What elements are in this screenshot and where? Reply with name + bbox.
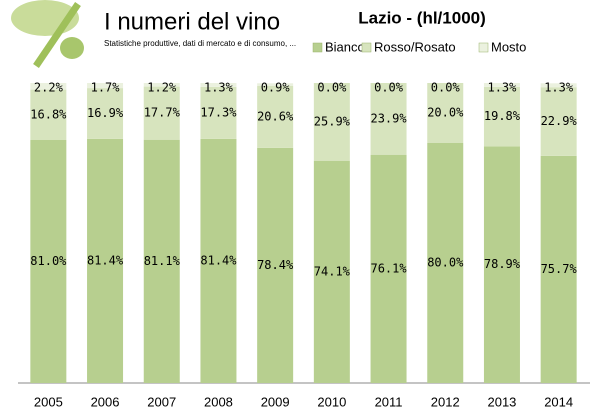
chart-title: Lazio - (hl/1000) — [358, 8, 486, 27]
bar-segment — [87, 83, 124, 89]
legend-swatch — [478, 42, 489, 53]
data-label: 1.2% — [147, 81, 177, 95]
bar-segment — [87, 138, 124, 383]
legend-swatch — [361, 42, 372, 53]
bar-segment — [540, 83, 577, 88]
data-label: 1.3% — [544, 81, 574, 95]
data-label: 16.8% — [30, 107, 67, 121]
data-label: 74.1% — [314, 264, 351, 278]
bar-segment — [483, 86, 520, 147]
bar-segment — [483, 146, 520, 383]
data-label: 1.3% — [487, 81, 517, 95]
bar-segment — [30, 140, 67, 383]
data-label: 76.1% — [370, 261, 407, 275]
data-label: 0.0% — [374, 81, 404, 95]
legend-swatch — [312, 42, 323, 53]
x-tick-label: 2009 — [261, 394, 290, 409]
bar-segment — [257, 86, 294, 148]
data-label: 81.4% — [87, 253, 124, 267]
bar-segment — [143, 83, 180, 87]
data-label: 2.2% — [34, 81, 64, 95]
bar-segment — [30, 83, 67, 90]
grape — [60, 37, 84, 59]
data-label: 23.9% — [370, 111, 407, 125]
legend-label: Mosto — [491, 39, 526, 54]
data-label: 78.4% — [257, 258, 294, 272]
bar-segment — [200, 86, 237, 139]
bar-segment — [370, 83, 407, 155]
data-label: 0.9% — [261, 81, 291, 95]
bar-segment — [200, 83, 237, 87]
x-tick-label: 2008 — [204, 394, 233, 409]
legend-label: Bianco — [325, 39, 365, 54]
data-label: 16.9% — [87, 106, 124, 120]
data-label: 19.8% — [484, 109, 521, 123]
bar-segment — [143, 139, 180, 383]
x-tick-label: 2006 — [91, 394, 120, 409]
bar-segment — [427, 83, 464, 143]
bar-segment — [427, 143, 464, 383]
data-label: 81.4% — [200, 253, 237, 267]
data-label: 25.9% — [314, 114, 351, 128]
data-label: 75.7% — [541, 262, 578, 276]
logo-title: I numeri del vino — [104, 8, 280, 35]
data-label: 80.0% — [427, 256, 464, 270]
bar-segment — [143, 86, 180, 140]
data-label: 1.3% — [204, 81, 234, 95]
data-label: 17.7% — [144, 106, 181, 120]
data-label: 81.0% — [30, 254, 67, 268]
bar-segment — [257, 147, 294, 383]
x-tick-label: 2013 — [487, 394, 516, 409]
x-tick-label: 2014 — [544, 394, 573, 409]
data-label: 22.9% — [541, 114, 578, 128]
bar-segment — [87, 88, 124, 139]
data-label: 20.6% — [257, 109, 294, 123]
x-tick-label: 2011 — [375, 394, 403, 409]
percent-slash — [33, 2, 81, 68]
data-label: 20.0% — [427, 106, 464, 120]
legend-label: Rosso/Rosato — [374, 39, 456, 54]
bar-segment — [257, 83, 294, 86]
logo-subtitle: Statistiche produttive, dati di mercato … — [104, 39, 296, 48]
x-tick-label: 2005 — [34, 394, 63, 409]
bar-segment — [313, 83, 350, 161]
bar-segment — [540, 155, 577, 383]
bar-segment — [30, 89, 67, 140]
bar-segment — [200, 138, 237, 383]
logo: I numeri del vino Statistiche produttive… — [11, 0, 296, 68]
bar-segment — [370, 154, 407, 383]
bar-segment — [483, 83, 520, 87]
x-tick-label: 2010 — [317, 394, 346, 409]
data-label: 0.0% — [317, 81, 347, 95]
data-label: 78.9% — [484, 257, 521, 271]
data-label: 1.7% — [91, 81, 121, 95]
bar-segment — [540, 87, 577, 156]
x-tick-label: 2007 — [147, 394, 176, 409]
data-label: 81.1% — [144, 254, 181, 268]
x-tick-label: 2012 — [431, 394, 460, 409]
data-label: 17.3% — [200, 105, 237, 119]
data-label: 0.0% — [431, 81, 461, 95]
bar-segment — [313, 160, 350, 383]
